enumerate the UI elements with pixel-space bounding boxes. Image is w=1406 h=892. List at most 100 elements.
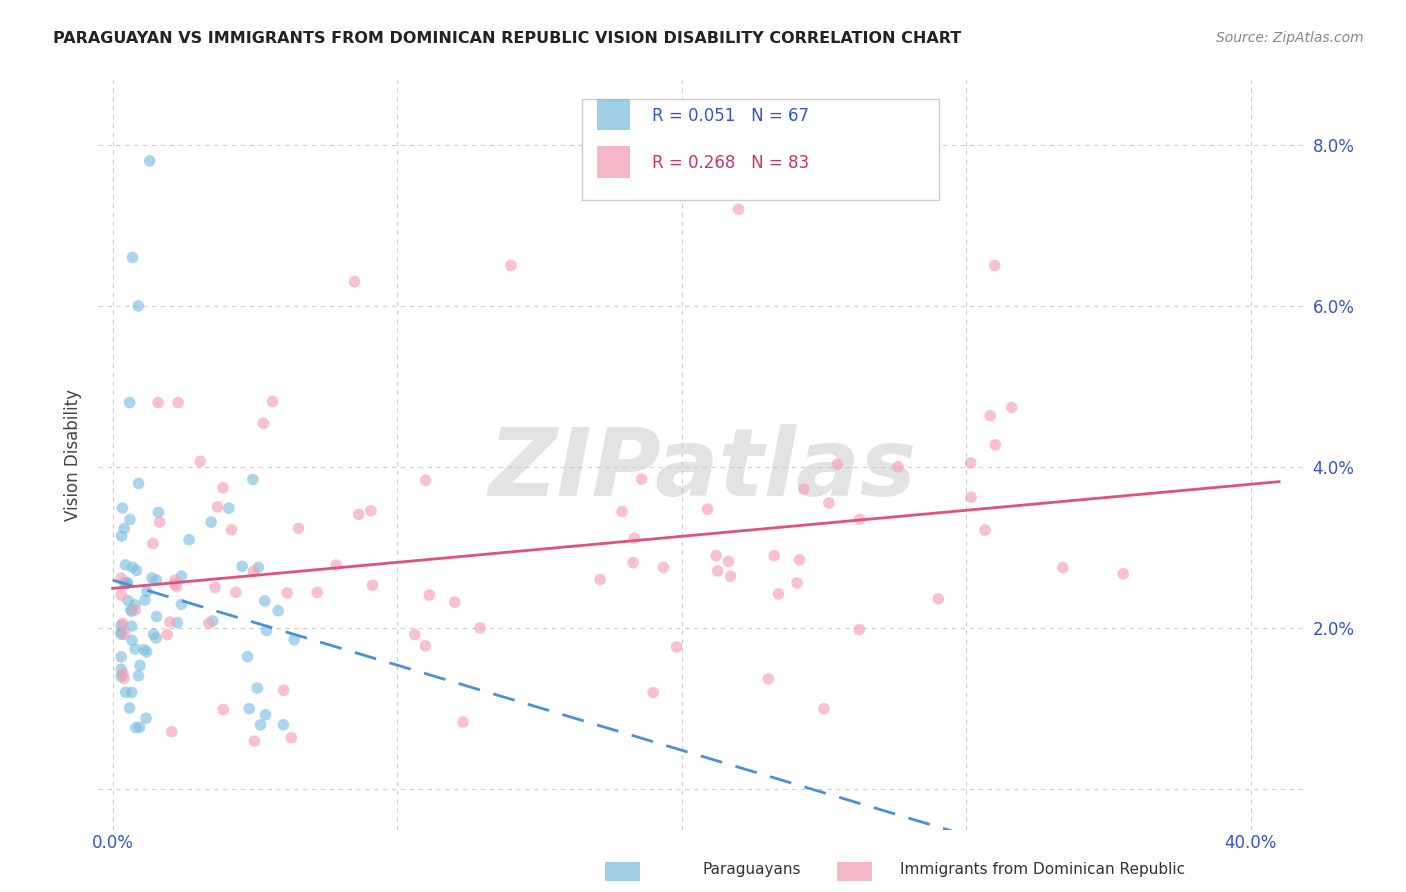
Point: [983, 259, 1005, 273]
Point: [163, 574, 186, 588]
Point: [111, 501, 134, 516]
Point: [117, 593, 139, 607]
Point: [665, 640, 688, 654]
Point: [134, 593, 156, 607]
Point: [201, 614, 224, 628]
Point: [979, 409, 1001, 423]
Y-axis label: Vision Disability: Vision Disability: [65, 389, 83, 521]
Point: [134, 642, 156, 657]
Point: [212, 481, 235, 495]
FancyBboxPatch shape: [582, 99, 939, 200]
Point: [499, 259, 522, 273]
Point: [112, 522, 135, 536]
Point: [221, 523, 243, 537]
Point: [111, 666, 134, 681]
Point: [225, 585, 247, 599]
Point: [325, 558, 347, 572]
Text: PARAGUAYAN VS IMMIGRANTS FROM DOMINICAN REPUBLIC VISION DISABILITY CORRELATION C: PARAGUAYAN VS IMMIGRANTS FROM DOMINICAN …: [53, 31, 962, 46]
Point: [283, 632, 305, 647]
Point: [768, 587, 790, 601]
Point: [135, 645, 157, 659]
Point: [253, 594, 276, 608]
FancyBboxPatch shape: [596, 99, 630, 130]
Point: [129, 658, 152, 673]
Point: [156, 627, 179, 641]
Point: [110, 625, 132, 640]
Point: [121, 619, 143, 633]
Point: [142, 627, 165, 641]
Point: [121, 685, 143, 699]
Point: [124, 598, 146, 612]
Point: [207, 500, 229, 514]
Point: [112, 672, 135, 686]
Text: Source: ZipAtlas.com: Source: ZipAtlas.com: [1216, 31, 1364, 45]
Text: R = 0.268   N = 83: R = 0.268 N = 83: [652, 154, 810, 172]
Point: [120, 604, 142, 618]
Point: [136, 584, 159, 599]
Point: [984, 438, 1007, 452]
Point: [110, 669, 132, 683]
Point: [163, 577, 186, 591]
Point: [124, 603, 146, 617]
Point: [404, 627, 426, 641]
Point: [418, 588, 440, 602]
Point: [160, 724, 183, 739]
Point: [142, 536, 165, 550]
Point: [343, 275, 366, 289]
Point: [1000, 401, 1022, 415]
Point: [242, 565, 264, 579]
Point: [145, 573, 167, 587]
Point: [110, 571, 132, 585]
Point: [128, 720, 150, 734]
Point: [242, 473, 264, 487]
Point: [124, 642, 146, 657]
Point: [696, 502, 718, 516]
Point: [267, 604, 290, 618]
Point: [159, 615, 181, 629]
Point: [247, 560, 270, 574]
Point: [974, 523, 997, 537]
Point: [643, 685, 665, 699]
Point: [145, 609, 167, 624]
Point: [118, 512, 141, 526]
Point: [789, 553, 811, 567]
Point: [128, 669, 150, 683]
Point: [706, 564, 728, 578]
Point: [121, 633, 143, 648]
Point: [793, 483, 815, 497]
Text: Immigrants from Dominican Republic: Immigrants from Dominican Republic: [900, 863, 1185, 877]
Point: [818, 496, 841, 510]
Point: [727, 202, 749, 217]
Point: [110, 529, 132, 543]
Point: [468, 621, 491, 635]
Point: [959, 456, 981, 470]
Point: [114, 576, 136, 591]
Point: [128, 476, 150, 491]
Point: [589, 573, 612, 587]
Point: [149, 515, 172, 529]
Point: [115, 575, 138, 590]
Point: [110, 588, 132, 602]
Point: [200, 515, 222, 529]
Point: [204, 581, 226, 595]
Point: [347, 508, 370, 522]
Point: [704, 549, 727, 563]
Point: [610, 504, 633, 518]
Point: [763, 549, 786, 563]
Point: [280, 731, 302, 745]
Point: [170, 569, 193, 583]
Point: [444, 595, 467, 609]
Point: [848, 512, 870, 526]
Point: [262, 394, 284, 409]
Point: [825, 457, 848, 471]
Point: [145, 631, 167, 645]
Point: [720, 569, 742, 583]
Point: [170, 598, 193, 612]
Point: [415, 639, 437, 653]
Text: Paraguayans: Paraguayans: [703, 863, 801, 877]
Point: [198, 616, 221, 631]
Point: [960, 490, 983, 504]
Point: [307, 585, 329, 599]
Point: [166, 615, 188, 630]
Point: [246, 681, 269, 695]
